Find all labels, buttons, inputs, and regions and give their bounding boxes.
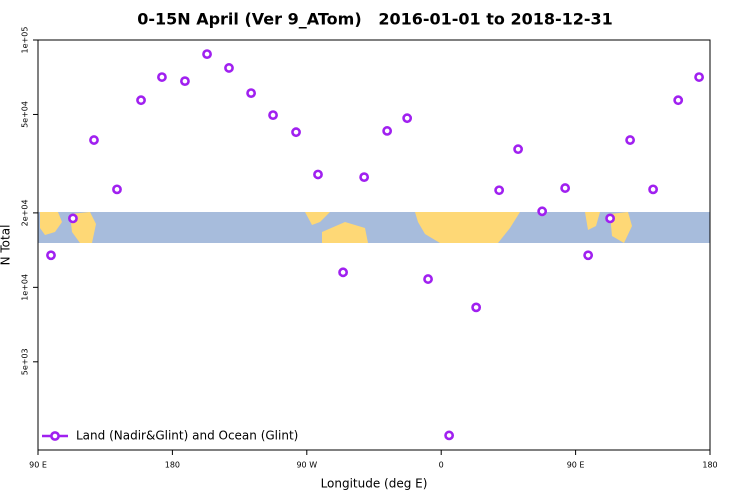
- point: [68, 213, 78, 224]
- point: [648, 184, 659, 195]
- legend-label: Land (Nadir&Glint) and Ocean (Glint): [76, 429, 298, 443]
- x-tick-label: 0: [439, 461, 444, 470]
- point: [494, 185, 505, 196]
- y-tick-label: 5e+03: [21, 348, 30, 375]
- point: [338, 267, 348, 278]
- y-tick-label: 5e+04: [21, 101, 30, 128]
- point: [673, 95, 684, 106]
- x-tick-label: 180: [165, 461, 180, 470]
- point: [444, 430, 455, 441]
- point: [583, 250, 594, 261]
- y-axis-label: N Total: [0, 225, 13, 266]
- point: [268, 110, 278, 121]
- point: [382, 126, 393, 136]
- point: [513, 144, 524, 155]
- chart-title: 0-15N April (Ver 9_ATom) 2016-01-01 to 2…: [137, 10, 613, 29]
- x-tick-label: 90 E: [29, 461, 47, 470]
- point: [625, 135, 636, 145]
- point: [89, 135, 99, 145]
- point: [313, 169, 323, 180]
- x-tick-label: 180: [702, 461, 717, 470]
- point: [560, 183, 571, 193]
- x-tick-label: 90 E: [567, 461, 585, 470]
- point: [224, 63, 234, 73]
- point: [402, 113, 413, 124]
- y-tick-label: 2e+04: [21, 199, 30, 226]
- point: [359, 172, 370, 183]
- x-axis-label: Longitude (deg E): [321, 477, 428, 491]
- point: [605, 213, 615, 224]
- point: [46, 250, 56, 261]
- point: [694, 72, 704, 82]
- x-tick-label: 90 W: [296, 461, 317, 470]
- plot-frame: [37, 39, 711, 451]
- y-tick-label: 1e+05: [21, 27, 30, 54]
- y-tick-label: 1e+04: [21, 274, 30, 301]
- point: [471, 302, 482, 313]
- point: [136, 95, 146, 106]
- map-band: [38, 212, 710, 243]
- point: [423, 274, 433, 284]
- point: [291, 127, 301, 138]
- legend-marker: [50, 431, 60, 441]
- point: [202, 49, 212, 59]
- point: [180, 76, 190, 87]
- point: [157, 72, 167, 82]
- point: [537, 206, 548, 217]
- point: [112, 184, 122, 195]
- point: [246, 88, 256, 98]
